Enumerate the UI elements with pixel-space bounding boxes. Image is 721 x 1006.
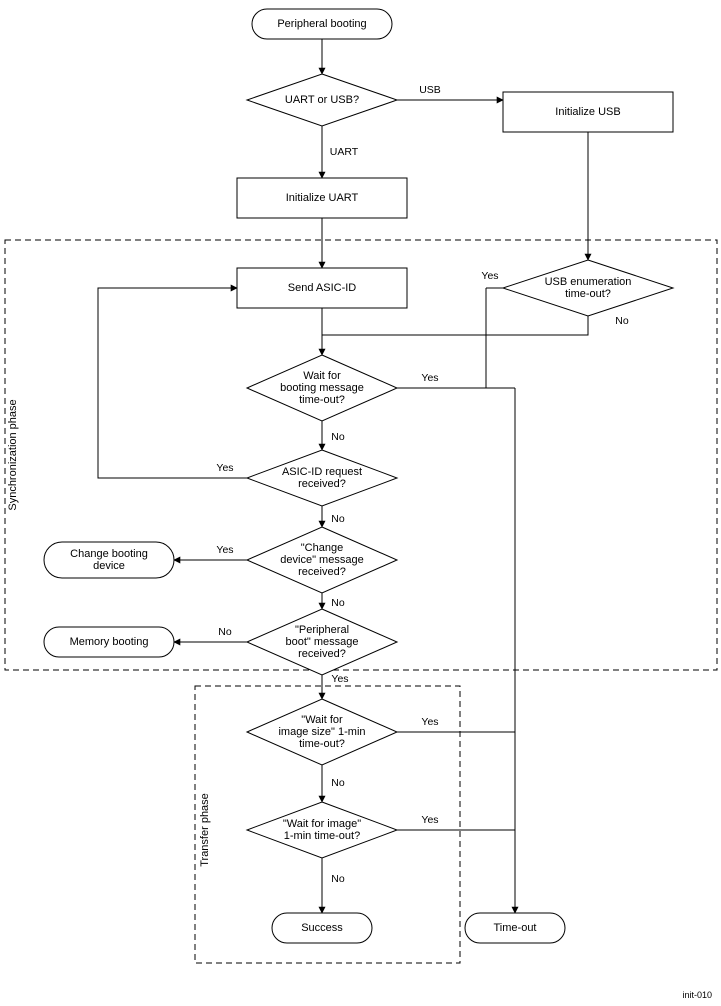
change_dev-node: "Changedevice" messagereceived? [247,527,397,593]
svg-text:received?: received? [298,478,346,490]
memory_term-node: Memory booting [44,627,174,657]
svg-text:"Wait for image": "Wait for image" [283,818,361,830]
send_asic-node: Send ASIC-ID [237,268,407,308]
svg-text:Time-out: Time-out [494,922,537,934]
uart_or_usb-node: UART or USB? [247,74,397,126]
footer-label: init-010 [682,990,712,1000]
svg-text:Yes: Yes [216,544,233,556]
svg-text:time-out?: time-out? [565,288,611,300]
svg-text:device" message: device" message [280,554,363,566]
svg-text:ASIC-ID request: ASIC-ID request [282,466,362,478]
init_uart-node: Initialize UART [237,178,407,218]
svg-text:image size" 1-min: image size" 1-min [278,726,365,738]
svg-text:No: No [331,597,345,609]
svg-text:received?: received? [298,648,346,660]
svg-text:Peripheral booting: Peripheral booting [277,18,366,30]
usb_enum-node: USB enumerationtime-out? [503,260,673,316]
svg-text:Success: Success [301,922,343,934]
svg-text:Yes: Yes [421,814,438,826]
success-node: Success [272,913,372,943]
timeout-node: Time-out [465,913,565,943]
svg-text:"Change: "Change [301,542,343,554]
svg-text:No: No [615,315,629,327]
svg-text:booting message: booting message [280,382,364,394]
svg-text:No: No [218,626,232,638]
svg-text:"Peripheral: "Peripheral [295,624,349,636]
svg-text:1-min time-out?: 1-min time-out? [284,830,360,842]
svg-text:device: device [93,560,125,572]
start-node: Peripheral booting [252,9,392,39]
svg-text:UART: UART [330,146,359,158]
svg-text:boot" message: boot" message [285,636,358,648]
svg-text:USB enumeration: USB enumeration [545,276,632,288]
svg-text:USB: USB [419,84,441,96]
svg-text:No: No [331,513,345,525]
svg-text:Yes: Yes [331,673,348,685]
svg-text:No: No [331,873,345,885]
transfer-phase-label: Transfer phase [199,793,211,867]
svg-text:Wait for: Wait for [303,370,341,382]
wait_size-node: "Wait forimage size" 1-mintime-out? [247,699,397,765]
svg-text:No: No [331,777,345,789]
sync-phase-label: Synchronization phase [7,399,19,510]
svg-text:received?: received? [298,566,346,578]
svg-text:Initialize UART: Initialize UART [286,192,359,204]
svg-text:Memory booting: Memory booting [70,636,149,648]
svg-text:Yes: Yes [481,270,498,282]
init_usb-node: Initialize USB [503,92,673,132]
svg-text:Yes: Yes [421,372,438,384]
wait_image-node: "Wait for image"1-min time-out? [247,802,397,858]
change_term-node: Change bootingdevice [44,542,174,578]
wait_boot-node: Wait forbooting messagetime-out? [247,355,397,421]
asic_req-node: ASIC-ID requestreceived? [247,450,397,506]
svg-text:time-out?: time-out? [299,394,345,406]
svg-text:Yes: Yes [216,462,233,474]
svg-text:UART or USB?: UART or USB? [285,94,359,106]
svg-text:Send ASIC-ID: Send ASIC-ID [288,282,357,294]
svg-text:No: No [331,431,345,443]
svg-text:"Wait for: "Wait for [301,714,343,726]
svg-text:Change booting: Change booting [70,548,148,560]
svg-text:Yes: Yes [421,716,438,728]
svg-text:Initialize USB: Initialize USB [555,106,620,118]
svg-text:time-out?: time-out? [299,738,345,750]
periph_boot-node: "Peripheralboot" messagereceived? [247,609,397,675]
